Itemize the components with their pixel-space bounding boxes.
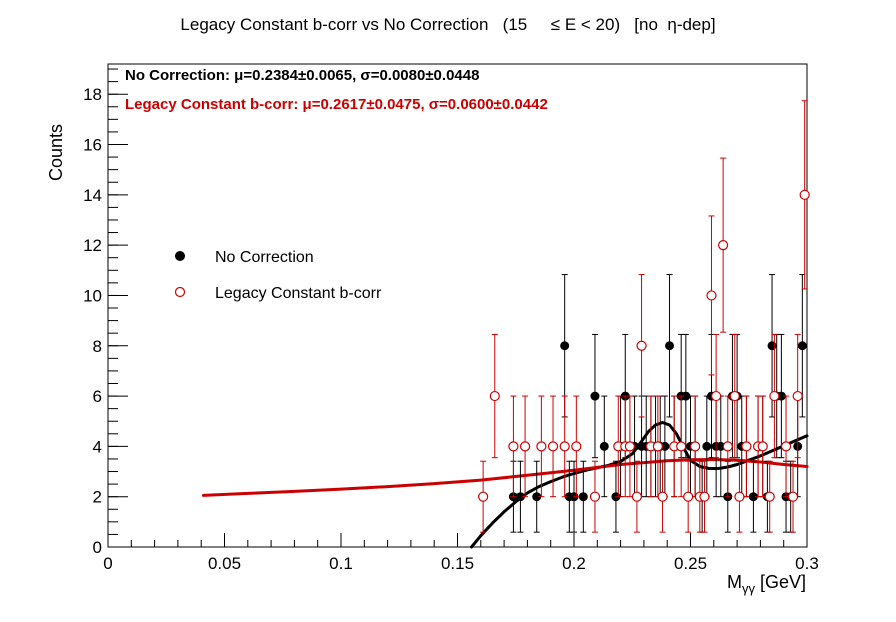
data-point [787, 491, 799, 502]
data-point [711, 390, 722, 402]
data-point [578, 492, 588, 502]
annotation-legacy-bcorr: Legacy Constant b-corr: μ=0.2617±0.0475,… [125, 96, 548, 113]
data-point [536, 441, 547, 452]
data-point [560, 341, 570, 351]
data-point [706, 290, 717, 301]
data-point [589, 491, 601, 502]
y-tick-label: 18 [83, 85, 102, 104]
data-point [702, 441, 712, 451]
x-tick-label: 0.05 [208, 554, 241, 573]
data-point [624, 441, 636, 452]
x-axis-label-sub: γγ [742, 581, 756, 596]
data-point [559, 441, 570, 452]
annotation-no-correction: No Correction: μ=0.2384±0.0065, σ=0.0080… [125, 67, 479, 84]
data-point [716, 441, 726, 451]
data-point [722, 441, 733, 452]
y-tick-label: 0 [93, 538, 102, 557]
data-point [571, 441, 582, 452]
y-tick-label: 6 [93, 387, 102, 406]
data-point [799, 189, 810, 200]
data-point [764, 491, 775, 502]
data-point [590, 391, 600, 401]
data-point [690, 441, 701, 452]
data-point [599, 441, 609, 451]
data-point [519, 441, 531, 452]
data-point [547, 441, 559, 452]
data-point [532, 492, 542, 502]
data-point [734, 491, 745, 502]
data-point [478, 491, 489, 502]
x-tick-label: 0.25 [674, 554, 707, 573]
x-tick-label: 0.1 [329, 554, 353, 573]
legend-label-legacy-bcorr: Legacy Constant b-corr [215, 285, 382, 302]
data-point [676, 441, 687, 452]
y-tick-label: 12 [83, 236, 102, 255]
data-point [769, 390, 780, 402]
data-point [729, 390, 740, 402]
data-point [652, 441, 663, 452]
legend-marker-no-correction [175, 251, 185, 261]
fit-curve-no-correction [470, 421, 809, 549]
data-point [681, 391, 691, 401]
data-point [776, 391, 786, 401]
data-point [699, 491, 710, 502]
y-tick-label: 16 [83, 136, 102, 155]
data-point [657, 491, 668, 502]
x-tick-label: 0.3 [795, 554, 819, 573]
data-point [718, 240, 729, 251]
data-point [515, 492, 525, 502]
y-tick-label: 2 [93, 488, 102, 507]
y-axis-ticks [108, 68, 128, 548]
data-point [508, 441, 519, 452]
data-point [665, 341, 675, 351]
data-point [683, 491, 694, 502]
x-tick-label: 0.2 [562, 554, 586, 573]
legend: No Correction Legacy Constant b-corr [174, 249, 382, 302]
data-point [757, 441, 768, 452]
data-point [741, 441, 752, 452]
y-axis-tick-labels: 0 2 4 6 8 10 12 14 16 18 [83, 85, 102, 557]
x-tick-label: 0 [103, 554, 112, 573]
data-point [767, 341, 777, 351]
data-point [489, 390, 500, 402]
data-point [636, 340, 647, 351]
x-axis-ticks [107, 533, 808, 547]
x-axis-label: Mγγ [GeV] [727, 572, 806, 596]
legend-marker-legacy-bcorr [174, 286, 186, 298]
data-series [478, 100, 810, 533]
x-axis-tick-labels: 0 0.05 0.1 0.15 0.2 0.25 0.3 [103, 554, 819, 573]
x-axis-label-main: M [727, 572, 742, 592]
y-tick-label: 10 [83, 286, 102, 305]
x-axis-label-unit: [GeV] [755, 572, 806, 592]
y-tick-label: 4 [93, 437, 102, 456]
data-point [797, 341, 807, 351]
y-axis-label: Counts [46, 124, 66, 181]
y-tick-label: 8 [93, 337, 102, 356]
chart-title: Legacy Constant b-corr vs No Correction … [180, 15, 715, 34]
data-point [792, 390, 803, 402]
x-tick-label: 0.15 [441, 554, 474, 573]
legend-label-no-correction: No Correction [215, 249, 314, 266]
data-point [631, 491, 643, 502]
series-legacy-bcorr [478, 100, 810, 533]
data-point [748, 492, 758, 502]
y-tick-label: 14 [83, 186, 102, 205]
data-point [660, 441, 670, 451]
data-point [780, 441, 792, 452]
